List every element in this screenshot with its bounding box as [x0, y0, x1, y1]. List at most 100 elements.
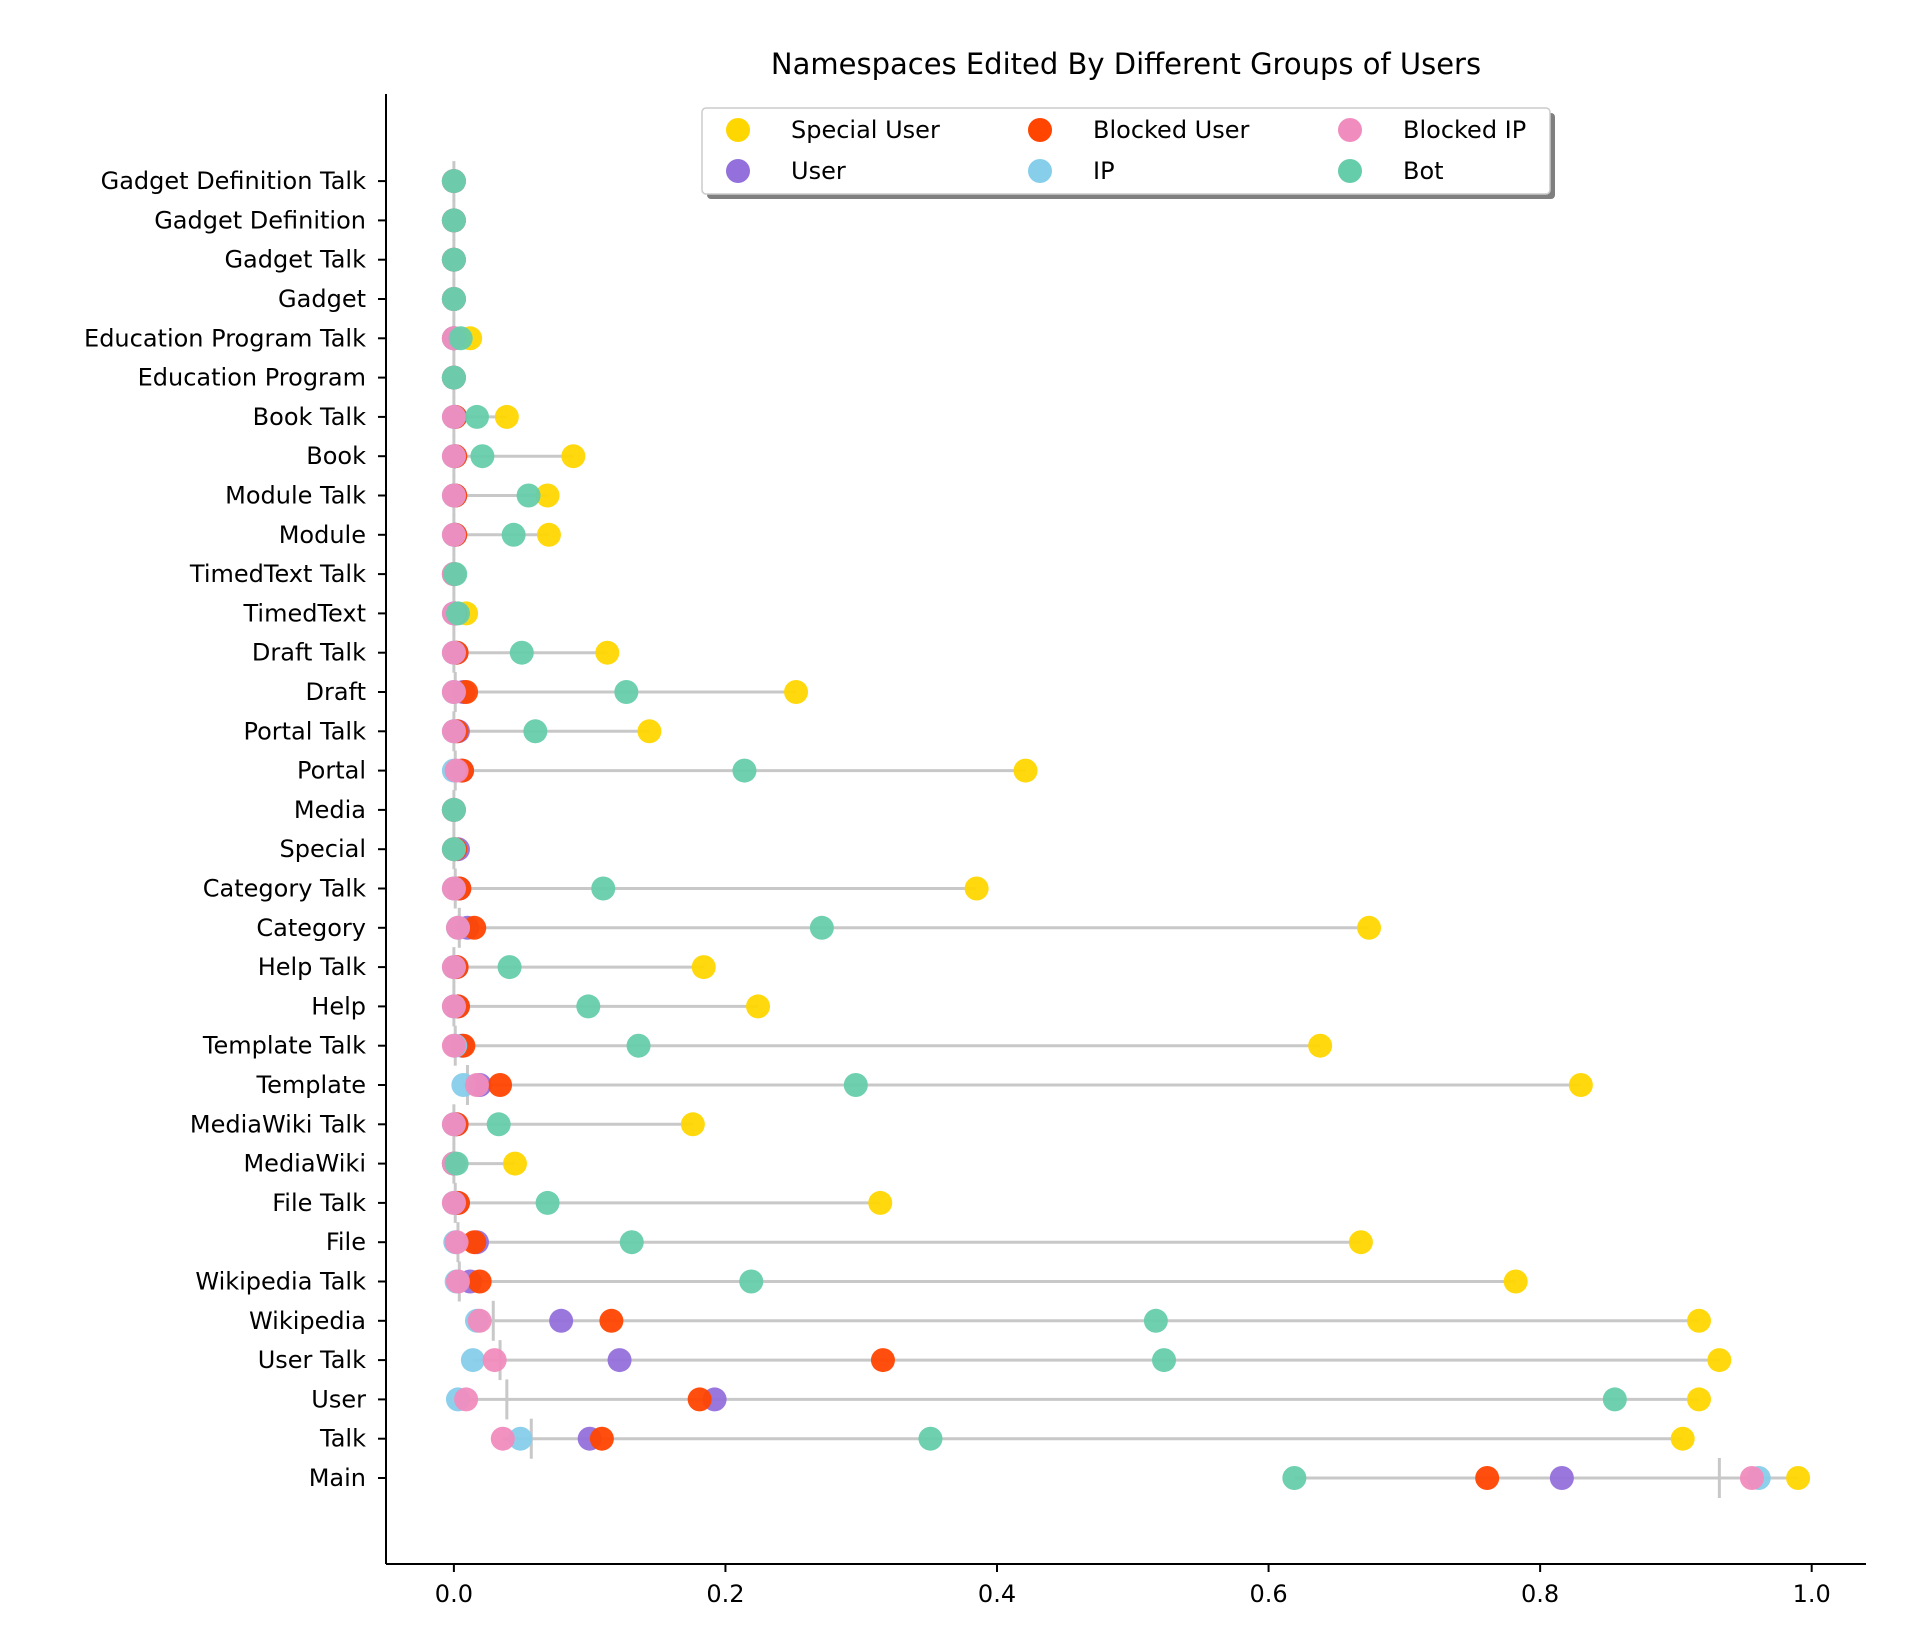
y-tick-label-draft: Draft — [306, 678, 367, 706]
y-tick-label-education-program-talk: Education Program Talk — [84, 324, 366, 352]
y-tick-label-media: Media — [294, 796, 366, 824]
legend-box — [701, 107, 1551, 195]
point-bot-talk — [918, 1426, 943, 1451]
data-markers — [441, 169, 1811, 1490]
point-special-user-file-talk — [868, 1190, 893, 1215]
point-bot-main — [1282, 1466, 1307, 1490]
point-bot-book — [470, 444, 495, 469]
y-tick-label-portal: Portal — [297, 757, 366, 785]
point-special-user-portal — [1013, 758, 1038, 783]
y-tick-label-gadget-talk: Gadget Talk — [224, 246, 366, 274]
point-special-user-category — [1357, 915, 1382, 940]
point-bot-mediawiki-talk — [486, 1112, 511, 1137]
point-special-user-draft — [784, 680, 809, 704]
legend-marker-ip — [1028, 159, 1052, 183]
point-special-user-portal-talk — [637, 719, 662, 744]
point-bot-help — [576, 994, 601, 1019]
point-blocked-ip-file-talk — [441, 1190, 466, 1215]
point-bot-gadget — [441, 287, 466, 311]
y-tick-label-wikipedia: Wikipedia — [249, 1307, 366, 1335]
legend-marker-user — [726, 159, 750, 183]
legend-label-ip: IP — [1093, 157, 1115, 185]
point-special-user-book-talk — [494, 404, 519, 429]
legend-label-blocked-user: Blocked User — [1093, 116, 1250, 144]
point-bot-wikipedia-talk — [739, 1269, 764, 1294]
point-blocked-ip-main — [1739, 1466, 1764, 1490]
point-ip-user-talk — [460, 1348, 485, 1373]
point-bot-user — [1602, 1387, 1627, 1412]
y-tick-label-module-talk: Module Talk — [225, 482, 366, 510]
point-bot-user-talk — [1152, 1348, 1177, 1373]
x-tick-label-5: 1.0 — [1793, 1580, 1831, 1608]
point-special-user-wikipedia-talk — [1503, 1269, 1528, 1294]
x-tick-label-2: 0.4 — [978, 1580, 1016, 1608]
y-tick-label-category: Category — [256, 914, 366, 942]
legend-marker-blocked-user — [1028, 118, 1052, 142]
point-blocked-ip-draft-talk — [441, 640, 466, 665]
y-tick-label-user: User — [311, 1385, 366, 1413]
legend-label-bot: Bot — [1403, 157, 1444, 185]
point-blocked-ip-user — [454, 1387, 479, 1412]
y-tick-label-help: Help — [311, 992, 366, 1020]
chart-title: Namespaces Edited By Different Groups of… — [771, 47, 1481, 81]
point-bot-template — [843, 1073, 868, 1097]
point-bot-category-talk — [591, 876, 616, 901]
legend-marker-blocked-ip — [1338, 118, 1362, 142]
point-bot-file — [619, 1230, 644, 1255]
point-blocked-ip-category-talk — [441, 876, 466, 901]
point-blocked-user-template — [488, 1073, 513, 1097]
point-special-user-talk — [1670, 1426, 1695, 1451]
point-special-user-wikipedia — [1686, 1308, 1711, 1333]
point-bot-education-program — [441, 365, 466, 390]
point-bot-education-program-talk — [448, 326, 473, 351]
point-blocked-ip-template-talk — [441, 1033, 466, 1058]
point-special-user-module-talk — [535, 483, 560, 508]
y-tick-label-template: Template — [255, 1071, 366, 1099]
legend-marker-special-user — [726, 118, 750, 142]
y-tick-label-education-program: Education Program — [138, 364, 366, 392]
point-special-user-user — [1686, 1387, 1711, 1412]
point-bot-timedtext — [445, 601, 470, 626]
y-tick-label-mediawiki: MediaWiki — [243, 1150, 366, 1178]
point-bot-portal-talk — [523, 719, 548, 744]
point-bot-module-talk — [516, 483, 541, 508]
x-tick-label-1: 0.2 — [706, 1580, 744, 1608]
point-blocked-ip-module-talk — [441, 483, 466, 508]
legend-label-blocked-ip: Blocked IP — [1403, 116, 1526, 144]
point-blocked-ip-help-talk — [441, 955, 466, 980]
point-special-user-category-talk — [964, 876, 989, 901]
point-special-user-help — [746, 994, 771, 1019]
point-bot-file-talk — [535, 1190, 560, 1215]
point-special-user-main — [1786, 1466, 1811, 1490]
y-tick-label-file-talk: File Talk — [272, 1189, 366, 1217]
point-blocked-ip-file — [444, 1230, 469, 1255]
point-blocked-ip-talk — [490, 1426, 515, 1451]
point-blocked-user-wikipedia-talk — [467, 1269, 492, 1294]
y-tick-label-main: Main — [309, 1464, 366, 1492]
y-tick-label-module: Module — [279, 521, 366, 549]
legend-label-special-user: Special User — [791, 116, 940, 144]
point-blocked-ip-user-talk — [482, 1348, 507, 1373]
y-tick-label-talk: Talk — [319, 1425, 366, 1453]
y-tick-label-portal-talk: Portal Talk — [243, 717, 366, 745]
point-bot-timedtext-talk — [443, 562, 468, 587]
point-ip-talk — [508, 1426, 533, 1451]
y-tick-label-user-talk: User Talk — [258, 1346, 366, 1374]
point-blocked-ip-portal — [444, 758, 469, 783]
point-blocked-ip-mediawiki-talk — [441, 1112, 466, 1137]
y-tick-label-template-talk: Template Talk — [202, 1032, 366, 1060]
range-lines — [452, 161, 1799, 1498]
point-special-user-file — [1348, 1230, 1373, 1255]
point-bot-wikipedia — [1143, 1308, 1168, 1333]
point-blocked-ip-wikipedia — [467, 1308, 492, 1333]
x-tick-label-3: 0.6 — [1249, 1580, 1287, 1608]
y-tick-label-category-talk: Category Talk — [203, 875, 366, 903]
point-blocked-ip-template — [464, 1073, 489, 1097]
y-tick-label-file: File — [326, 1228, 366, 1256]
y-tick-label-gadget-definition-talk: Gadget Definition Talk — [101, 167, 366, 195]
x-tick-label-0: 0.0 — [435, 1580, 473, 1608]
point-bot-book-talk — [464, 404, 489, 429]
point-blocked-user-wikipedia — [599, 1308, 624, 1333]
point-bot-mediawiki — [444, 1151, 469, 1176]
point-blocked-ip-wikipedia-talk — [445, 1269, 470, 1294]
